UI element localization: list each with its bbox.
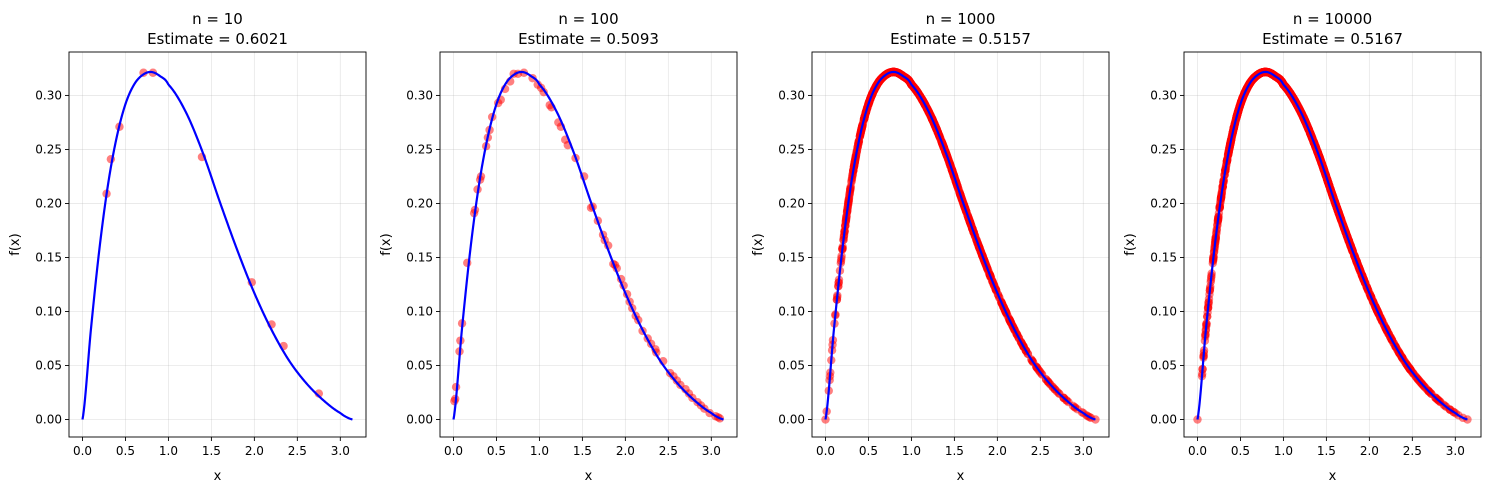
x-tick-label: 1.5	[1317, 444, 1336, 458]
grid	[440, 52, 737, 437]
subplot-2: 0.0 0.5 1.0 1.5 2.0 2.5 3.0 0.00 0.05 0.10 0.15 0.2…	[379, 10, 738, 484]
x-tick-label: 0.5	[859, 444, 878, 458]
y-tick-label: 0.10	[406, 304, 433, 318]
subplot-1: 0.0 0.5 1.0 1.5 2.0 2.5 3.0 0.00 0.05 0.10 0.15 0.2…	[8, 10, 367, 484]
x-tick-label: 1.0	[902, 444, 921, 458]
x-axis-label: x	[1329, 469, 1337, 484]
x-tick-label: 2.5	[1031, 444, 1050, 458]
plot-area	[821, 67, 1100, 424]
plot-area	[1193, 67, 1472, 424]
y-tick-label: 0.10	[35, 304, 62, 318]
axes-frame	[439, 51, 738, 438]
x-tick-label: 2.5	[659, 444, 678, 458]
y-tick-label: 0.25	[35, 142, 62, 156]
subplot-subtitle: Estimate = 0.5167	[1262, 30, 1403, 48]
subplot-3: 0.0 0.5 1.0 1.5 2.0 2.5 3.0 0.00 0.05 0.10 0.15 0.2…	[751, 10, 1110, 484]
x-tick-label: 1.5	[945, 444, 964, 458]
y-tick-label: 0.20	[406, 196, 433, 210]
y-tick-label: 0.15	[778, 250, 805, 264]
x-tick-label: 0.5	[487, 444, 506, 458]
x-tick-label: 0.0	[816, 444, 835, 458]
subplot-title: n = 10000	[1293, 10, 1372, 28]
x-tick-label: 1.0	[159, 444, 178, 458]
y-tick-label: 0.00	[406, 413, 433, 427]
density-curve	[824, 70, 1096, 421]
y-tick-label: 0.30	[778, 88, 805, 102]
x-tick-label: 2.5	[1403, 444, 1422, 458]
axes-frame	[1183, 51, 1482, 438]
x-tick-label: 2.0	[245, 444, 264, 458]
subplot-subtitle: Estimate = 0.5093	[518, 30, 659, 48]
x-tick-label: 2.0	[1360, 444, 1379, 458]
y-tick-label: 0.05	[1150, 358, 1177, 372]
grid	[1184, 52, 1481, 437]
x-tick-label: 3.0	[1446, 444, 1465, 458]
plot-area	[450, 68, 725, 423]
y-tick-label: 0.30	[1150, 88, 1177, 102]
y-tick-label: 0.20	[35, 196, 62, 210]
density-curve	[452, 70, 724, 421]
x-tick-label: 0.0	[444, 444, 463, 458]
x-tick-label: 1.5	[202, 444, 221, 458]
y-tick-label: 0.05	[35, 358, 62, 372]
subplot-subtitle: Estimate = 0.5157	[890, 30, 1031, 48]
axes-frame	[811, 51, 1110, 438]
density-curve	[81, 70, 353, 421]
y-tick-label: 0.05	[406, 358, 433, 372]
subplot-title: n = 1000	[926, 10, 996, 28]
y-axis-label: f(x)	[379, 233, 394, 255]
grid	[69, 52, 366, 437]
y-tick-label: 0.30	[406, 88, 433, 102]
x-tick-label: 0.5	[1231, 444, 1250, 458]
x-axis-label: x	[585, 469, 593, 484]
y-tick-label: 0.10	[1150, 304, 1177, 318]
y-axis-label: f(x)	[8, 233, 23, 255]
data-point	[1463, 415, 1472, 424]
y-tick-label: 0.20	[778, 196, 805, 210]
y-tick-label: 0.25	[778, 142, 805, 156]
x-tick-label: 3.0	[702, 444, 721, 458]
y-tick-label: 0.00	[778, 413, 805, 427]
y-tick-label: 0.15	[406, 250, 433, 264]
x-tick-label: 2.0	[988, 444, 1007, 458]
subplot-4: 0.0 0.5 1.0 1.5 2.0 2.5 3.0 0.00 0.05 0.10 0.15 0.2…	[1123, 10, 1482, 484]
x-tick-label: 2.0	[616, 444, 635, 458]
y-tick-label: 0.30	[35, 88, 62, 102]
x-tick-label: 0.5	[116, 444, 135, 458]
subplot-subtitle: Estimate = 0.6021	[147, 30, 288, 48]
density-curve	[1196, 70, 1468, 421]
data-point	[1091, 415, 1100, 424]
x-tick-label: 3.0	[1074, 444, 1093, 458]
y-tick-label: 0.15	[35, 250, 62, 264]
x-tick-label: 3.0	[331, 444, 350, 458]
grid	[812, 52, 1109, 437]
x-tick-label: 0.0	[1188, 444, 1207, 458]
axes-frame	[68, 51, 367, 438]
x-axis-label: x	[957, 469, 965, 484]
y-tick-label: 0.00	[35, 413, 62, 427]
subplot-title: n = 10	[192, 10, 243, 28]
x-tick-label: 1.5	[573, 444, 592, 458]
y-tick-label: 0.25	[406, 142, 433, 156]
subplot-title: n = 100	[558, 10, 618, 28]
plot-area	[81, 68, 353, 421]
y-tick-label: 0.00	[1150, 413, 1177, 427]
x-tick-label: 1.0	[1274, 444, 1293, 458]
x-tick-label: 0.0	[73, 444, 92, 458]
y-axis-label: f(x)	[1123, 233, 1138, 255]
x-tick-label: 2.5	[288, 444, 307, 458]
y-tick-label: 0.25	[1150, 142, 1177, 156]
x-axis-label: x	[214, 469, 222, 484]
y-tick-label: 0.05	[778, 358, 805, 372]
y-tick-label: 0.10	[778, 304, 805, 318]
y-tick-label: 0.20	[1150, 196, 1177, 210]
y-tick-label: 0.15	[1150, 250, 1177, 264]
y-axis-label: f(x)	[751, 233, 766, 255]
x-tick-label: 1.0	[530, 444, 549, 458]
